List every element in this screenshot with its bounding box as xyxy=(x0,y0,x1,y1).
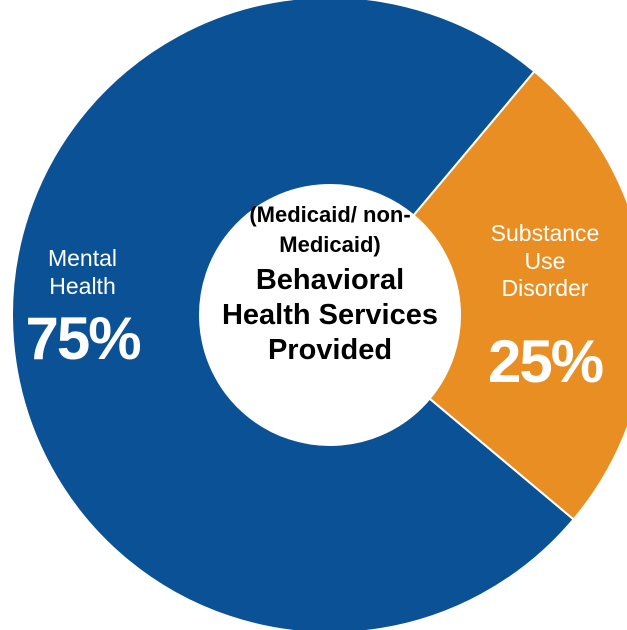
value-label: 25% xyxy=(487,328,604,395)
value-label: 75% xyxy=(25,305,141,372)
category-label: Substance Use Disorder xyxy=(490,220,600,302)
category-label: Mental Health xyxy=(47,245,118,299)
donut-slice xyxy=(412,69,627,521)
center-text: (Medicaid/ non-Medicaid) Behavioral Heal… xyxy=(205,200,455,368)
donut-slice xyxy=(11,0,576,630)
chart-subtitle: (Medicaid/ non-Medicaid) xyxy=(249,202,411,257)
chart-title: Behavioral Health Services Provided xyxy=(221,264,438,366)
